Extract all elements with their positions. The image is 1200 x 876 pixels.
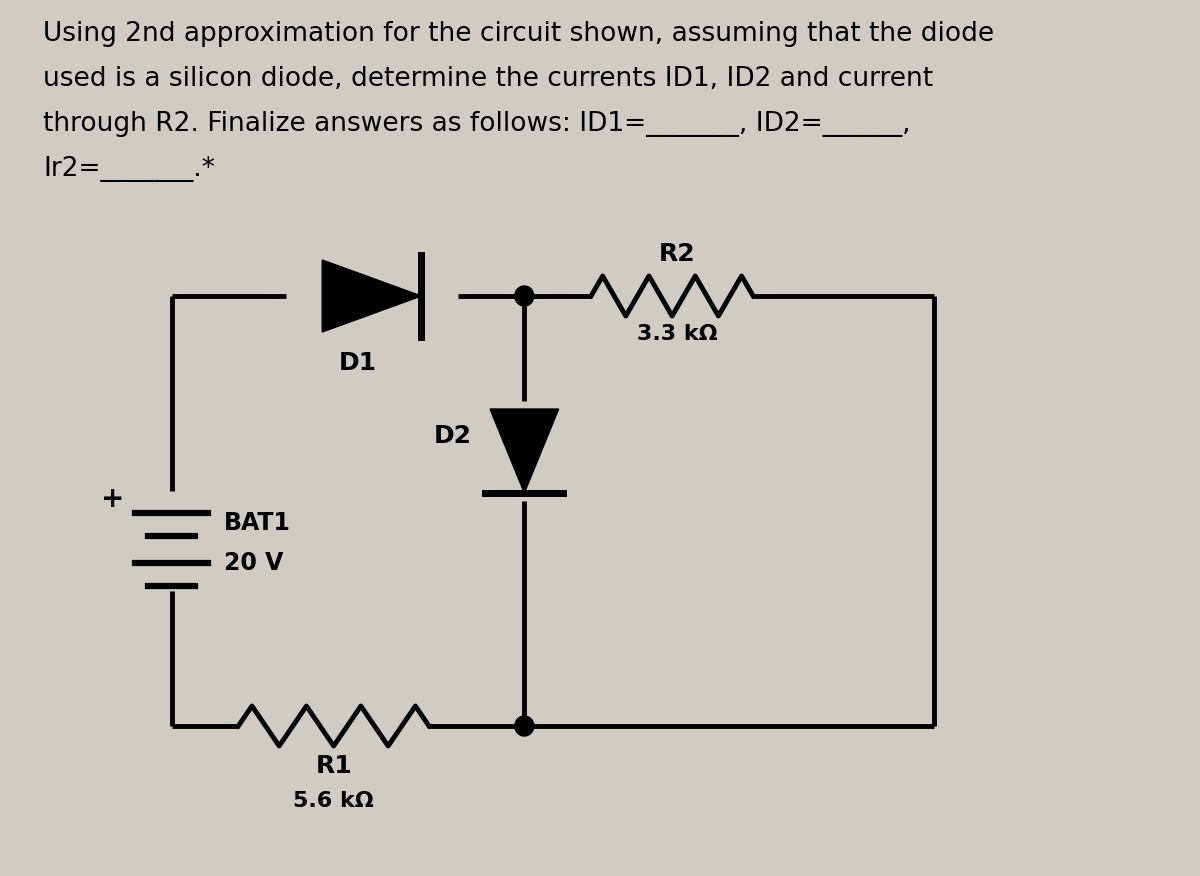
Polygon shape [323, 260, 421, 332]
Text: 3.3 kΩ: 3.3 kΩ [636, 324, 718, 344]
Circle shape [515, 716, 534, 736]
Circle shape [515, 286, 534, 306]
Text: +: + [101, 485, 124, 513]
Text: through R2. Finalize answers as follows: ID1=_______, ID2=______,: through R2. Finalize answers as follows:… [43, 111, 911, 137]
Text: BAT1: BAT1 [224, 511, 290, 535]
Text: 5.6 kΩ: 5.6 kΩ [293, 791, 374, 811]
Text: R2: R2 [659, 242, 695, 266]
Text: D1: D1 [338, 351, 377, 375]
Text: D2: D2 [434, 424, 472, 448]
Text: 20 V: 20 V [224, 551, 283, 575]
Text: used is a silicon diode, determine the currents ID1, ID2 and current: used is a silicon diode, determine the c… [43, 66, 934, 92]
Text: R1: R1 [316, 754, 352, 778]
Polygon shape [490, 409, 559, 493]
Text: Using 2nd approximation for the circuit shown, assuming that the diode: Using 2nd approximation for the circuit … [43, 21, 994, 47]
Text: Ir2=_______.*: Ir2=_______.* [43, 156, 215, 182]
